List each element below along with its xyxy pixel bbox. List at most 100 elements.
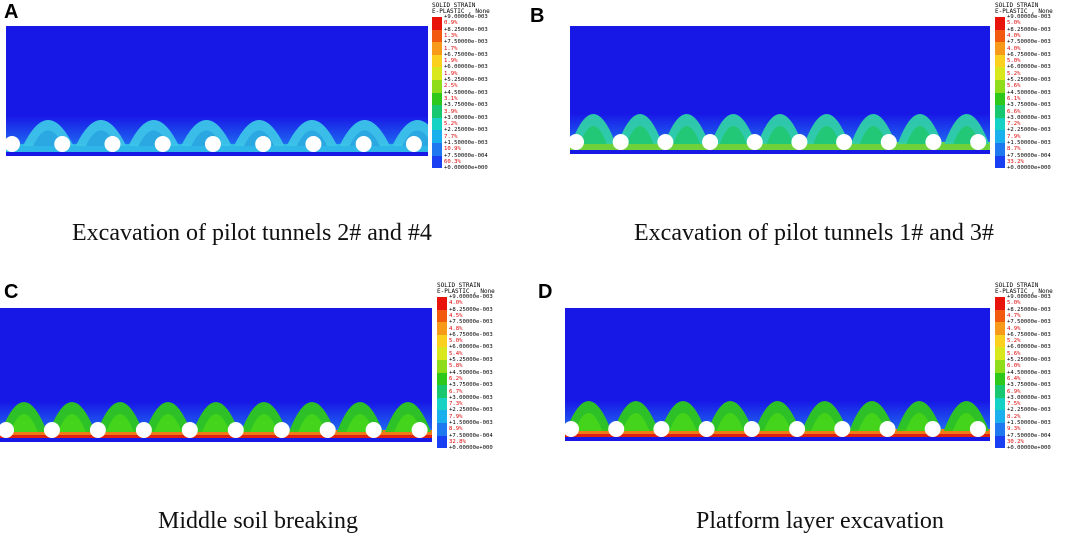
legend-value: +5.25000e-003 bbox=[444, 77, 488, 83]
legend-swatch bbox=[437, 435, 447, 449]
legend-value: +5.25000e-003 bbox=[1007, 77, 1051, 83]
legend-percentage: 8.7% bbox=[1007, 146, 1021, 153]
pilot-tunnel bbox=[657, 134, 674, 150]
pilot-tunnel bbox=[653, 421, 670, 437]
legend-value: +7.50000e-004 bbox=[444, 152, 488, 159]
legend-percentage: 30.2% bbox=[1007, 438, 1024, 445]
pilot-tunnel bbox=[54, 136, 71, 152]
legend-value: +7.50000e-003 bbox=[1007, 319, 1051, 326]
legend-subtitle: E-PLASTIC , None bbox=[995, 288, 1053, 295]
legend-value: +8.25000e-003 bbox=[1007, 26, 1051, 33]
legend-value: +9.00000e-003 bbox=[1007, 294, 1051, 300]
legend-percentage: 3.1% bbox=[444, 95, 458, 102]
legend-value: +4.50000e-003 bbox=[1007, 89, 1051, 96]
panel-caption: Platform layer excavation bbox=[696, 508, 944, 534]
legend-value: +4.50000e-003 bbox=[444, 89, 488, 96]
legend-value: +1.50000e-003 bbox=[1007, 420, 1051, 426]
legend-swatch bbox=[432, 155, 442, 169]
strain-mound-core bbox=[622, 413, 650, 431]
strain-mound-core bbox=[154, 414, 182, 432]
legend-value: +0.00000e+000 bbox=[1007, 445, 1051, 452]
strain-band-peak bbox=[0, 435, 432, 438]
legend-swatch bbox=[995, 130, 1005, 143]
strain-mound-core bbox=[10, 414, 38, 432]
legend-percentage: 5.4% bbox=[449, 350, 463, 357]
pilot-tunnel bbox=[612, 134, 629, 150]
legend-swatch bbox=[995, 385, 1005, 398]
legend-percentage: 6.1% bbox=[1007, 95, 1021, 102]
legend-swatch bbox=[437, 397, 447, 411]
legend-percentage: 7.2% bbox=[1007, 121, 1021, 128]
legend-percentage: 6.6% bbox=[1007, 108, 1021, 115]
strain-mound-core bbox=[673, 126, 701, 144]
legend-value: +6.75000e-003 bbox=[444, 51, 488, 58]
legend-swatch bbox=[432, 29, 442, 43]
legend-percentage: 4.0% bbox=[1007, 45, 1021, 52]
legend-percentage: 6.0% bbox=[1007, 363, 1021, 370]
panel-letter: B bbox=[530, 5, 545, 27]
legend-value: +4.50000e-003 bbox=[1007, 369, 1051, 376]
legend-title: SOLID STRAIN bbox=[432, 2, 476, 9]
legend-percentage: 5.0% bbox=[1007, 20, 1021, 27]
pilot-tunnel bbox=[365, 422, 382, 438]
pilot-tunnel bbox=[273, 422, 290, 438]
strain-mound-core bbox=[716, 413, 744, 431]
legend-percentage: 4.5% bbox=[449, 312, 463, 319]
legend-swatch bbox=[432, 105, 442, 118]
pilot-tunnel bbox=[89, 422, 106, 438]
legend-value: +4.50000e-003 bbox=[449, 369, 493, 376]
legend-swatch bbox=[432, 92, 442, 106]
legend-value: +1.50000e-003 bbox=[449, 420, 493, 426]
legend-swatch bbox=[995, 322, 1005, 335]
panel-caption: Excavation of pilot tunnels 2# and #4 bbox=[72, 220, 432, 246]
pilot-tunnel bbox=[104, 136, 121, 152]
legend-value: +7.50000e-003 bbox=[1007, 39, 1051, 46]
legend-value: +0.00000e+000 bbox=[449, 445, 493, 452]
pilot-tunnel bbox=[255, 136, 272, 152]
legend-value: +3.75000e-003 bbox=[1007, 382, 1051, 389]
legend-value: +3.75000e-003 bbox=[444, 102, 488, 109]
legend-percentage: 6.9% bbox=[1007, 388, 1021, 395]
legend-swatch bbox=[995, 397, 1005, 411]
strain-contour-plot bbox=[0, 308, 432, 442]
pilot-tunnel bbox=[924, 421, 941, 437]
legend-swatch bbox=[437, 347, 447, 360]
pilot-tunnel bbox=[43, 422, 60, 438]
legend-swatch bbox=[437, 309, 447, 323]
pilot-tunnel bbox=[204, 136, 221, 152]
legend-value: +9.00000e-003 bbox=[1007, 14, 1051, 20]
strain-mound-core bbox=[669, 413, 697, 431]
pilot-tunnel bbox=[608, 421, 625, 437]
pilot-tunnel bbox=[565, 421, 579, 437]
pilot-tunnel bbox=[154, 136, 171, 152]
legend-swatch bbox=[995, 347, 1005, 360]
pilot-tunnel bbox=[570, 134, 584, 150]
pilot-tunnel bbox=[319, 422, 336, 438]
pilot-tunnel bbox=[789, 421, 806, 437]
pilot-tunnel bbox=[743, 421, 760, 437]
pilot-tunnel bbox=[746, 134, 763, 150]
legend-value: +3.75000e-003 bbox=[1007, 102, 1051, 109]
legend-value: +7.50000e-003 bbox=[449, 319, 493, 326]
legend-swatch bbox=[437, 410, 447, 423]
legend-percentage: 1.9% bbox=[444, 58, 458, 65]
legend-swatch bbox=[437, 372, 447, 386]
legend-value: +2.25000e-003 bbox=[449, 407, 493, 414]
legend-percentage: 4.8% bbox=[449, 325, 463, 332]
legend-value: +3.00000e-003 bbox=[444, 114, 488, 121]
legend-value: +7.50000e-004 bbox=[1007, 152, 1051, 159]
strain-mound-core bbox=[858, 413, 886, 431]
strain-mound-core bbox=[626, 126, 654, 144]
legend-value: +5.25000e-003 bbox=[449, 357, 493, 363]
legend-swatch bbox=[432, 42, 442, 55]
legend-color-bar bbox=[437, 297, 447, 449]
legend-swatch bbox=[995, 67, 1005, 80]
legend-percentage: 5.0% bbox=[1007, 58, 1021, 65]
pilot-tunnel bbox=[411, 422, 428, 438]
strain-mound-core bbox=[575, 413, 603, 431]
legend-value: +1.50000e-003 bbox=[444, 140, 488, 146]
legend-percentage: 1.7% bbox=[444, 45, 458, 52]
legend-value: +8.25000e-003 bbox=[449, 306, 493, 313]
legend-swatch bbox=[995, 105, 1005, 118]
strain-mound-core bbox=[813, 126, 841, 144]
